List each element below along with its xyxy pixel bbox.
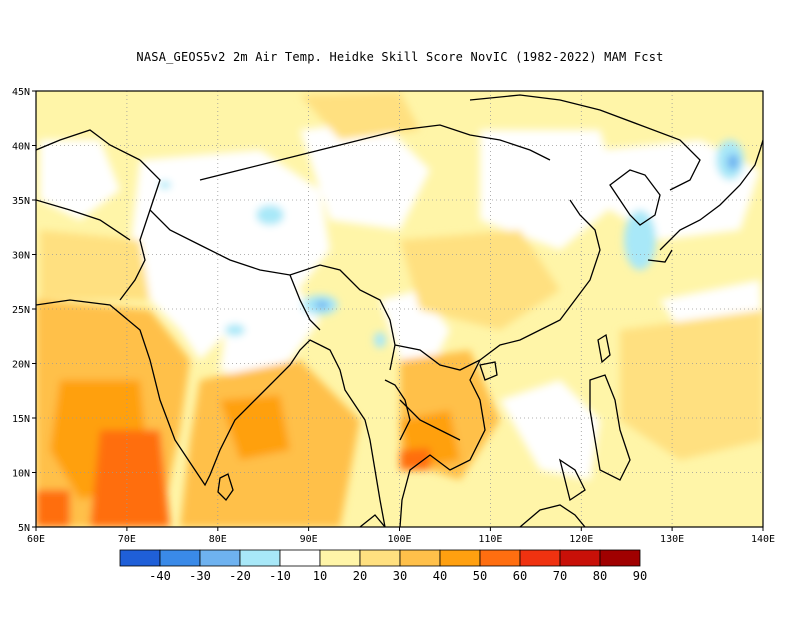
coastlines — [36, 94, 763, 527]
colorbar-label: -30 — [189, 569, 211, 583]
lon-tick-label: 90E — [300, 534, 318, 545]
colorbar-swatch — [119, 549, 161, 567]
lat-tick-label: 15N — [12, 414, 30, 425]
lat-tick-label: 20N — [12, 360, 30, 371]
colorbar-label: 10 — [313, 569, 327, 583]
lat-tick-label: 35N — [12, 196, 30, 207]
lat-tick-label: 25N — [12, 305, 30, 316]
colorbar-label: 60 — [513, 569, 527, 583]
lon-tick-label: 80E — [209, 534, 227, 545]
lon-tick-label: 110E — [478, 534, 502, 545]
lon-tick-label: 140E — [751, 534, 775, 545]
colorbar-label: 30 — [393, 569, 407, 583]
colorbar-label: 50 — [473, 569, 487, 583]
colorbar-label: 40 — [433, 569, 447, 583]
colorbar-label: 80 — [593, 569, 607, 583]
lat-tick-label: 10N — [12, 469, 30, 480]
colorbar-swatch — [159, 549, 201, 567]
colorbar: -40 -30 -20 -10 10 20 30 40 50 60 70 80 90 — [119, 549, 647, 583]
grid — [36, 91, 763, 527]
colorbar-label: -40 — [149, 569, 171, 583]
lon-tick-label: 70E — [118, 534, 136, 545]
skill-field — [36, 91, 763, 527]
colorbar-label: -20 — [229, 569, 251, 583]
lon-tick-label: 100E — [387, 534, 411, 545]
colorbar-swatch — [519, 549, 561, 567]
lat-tick-label: 5N — [18, 523, 30, 534]
colorbar-swatch — [479, 549, 521, 567]
colorbar-swatch — [199, 549, 241, 567]
colorbar-label: 90 — [633, 569, 647, 583]
colorbar-swatch — [439, 549, 481, 567]
colorbar-label: -10 — [269, 569, 291, 583]
lon-tick-labels: 60E 70E 80E 90E 100E 110E 120E 130E 140E — [27, 534, 775, 545]
colorbar-swatch — [239, 549, 281, 567]
lon-tick-label: 60E — [27, 534, 45, 545]
lat-tick-label: 30N — [12, 251, 30, 262]
colorbar-swatch — [319, 549, 361, 567]
lon-tick-label: 120E — [569, 534, 593, 545]
colorbar-label: 20 — [353, 569, 367, 583]
colorbar-swatch — [279, 549, 321, 567]
lat-tick-label: 45N — [12, 87, 30, 98]
colorbar-swatch — [599, 549, 641, 567]
lon-tick-label: 130E — [660, 534, 684, 545]
lat-tick-label: 40N — [12, 142, 30, 153]
colorbar-label: 70 — [553, 569, 567, 583]
colorbar-swatch — [559, 549, 601, 567]
lat-tick-labels: 45N 40N 35N 30N 25N 20N 15N 10N 5N — [12, 87, 30, 534]
colorbar-swatch — [399, 549, 441, 567]
chart-title: NASA_GEOS5v2 2m Air Temp. Heidke Skill S… — [136, 50, 664, 64]
colorbar-swatch — [359, 549, 401, 567]
